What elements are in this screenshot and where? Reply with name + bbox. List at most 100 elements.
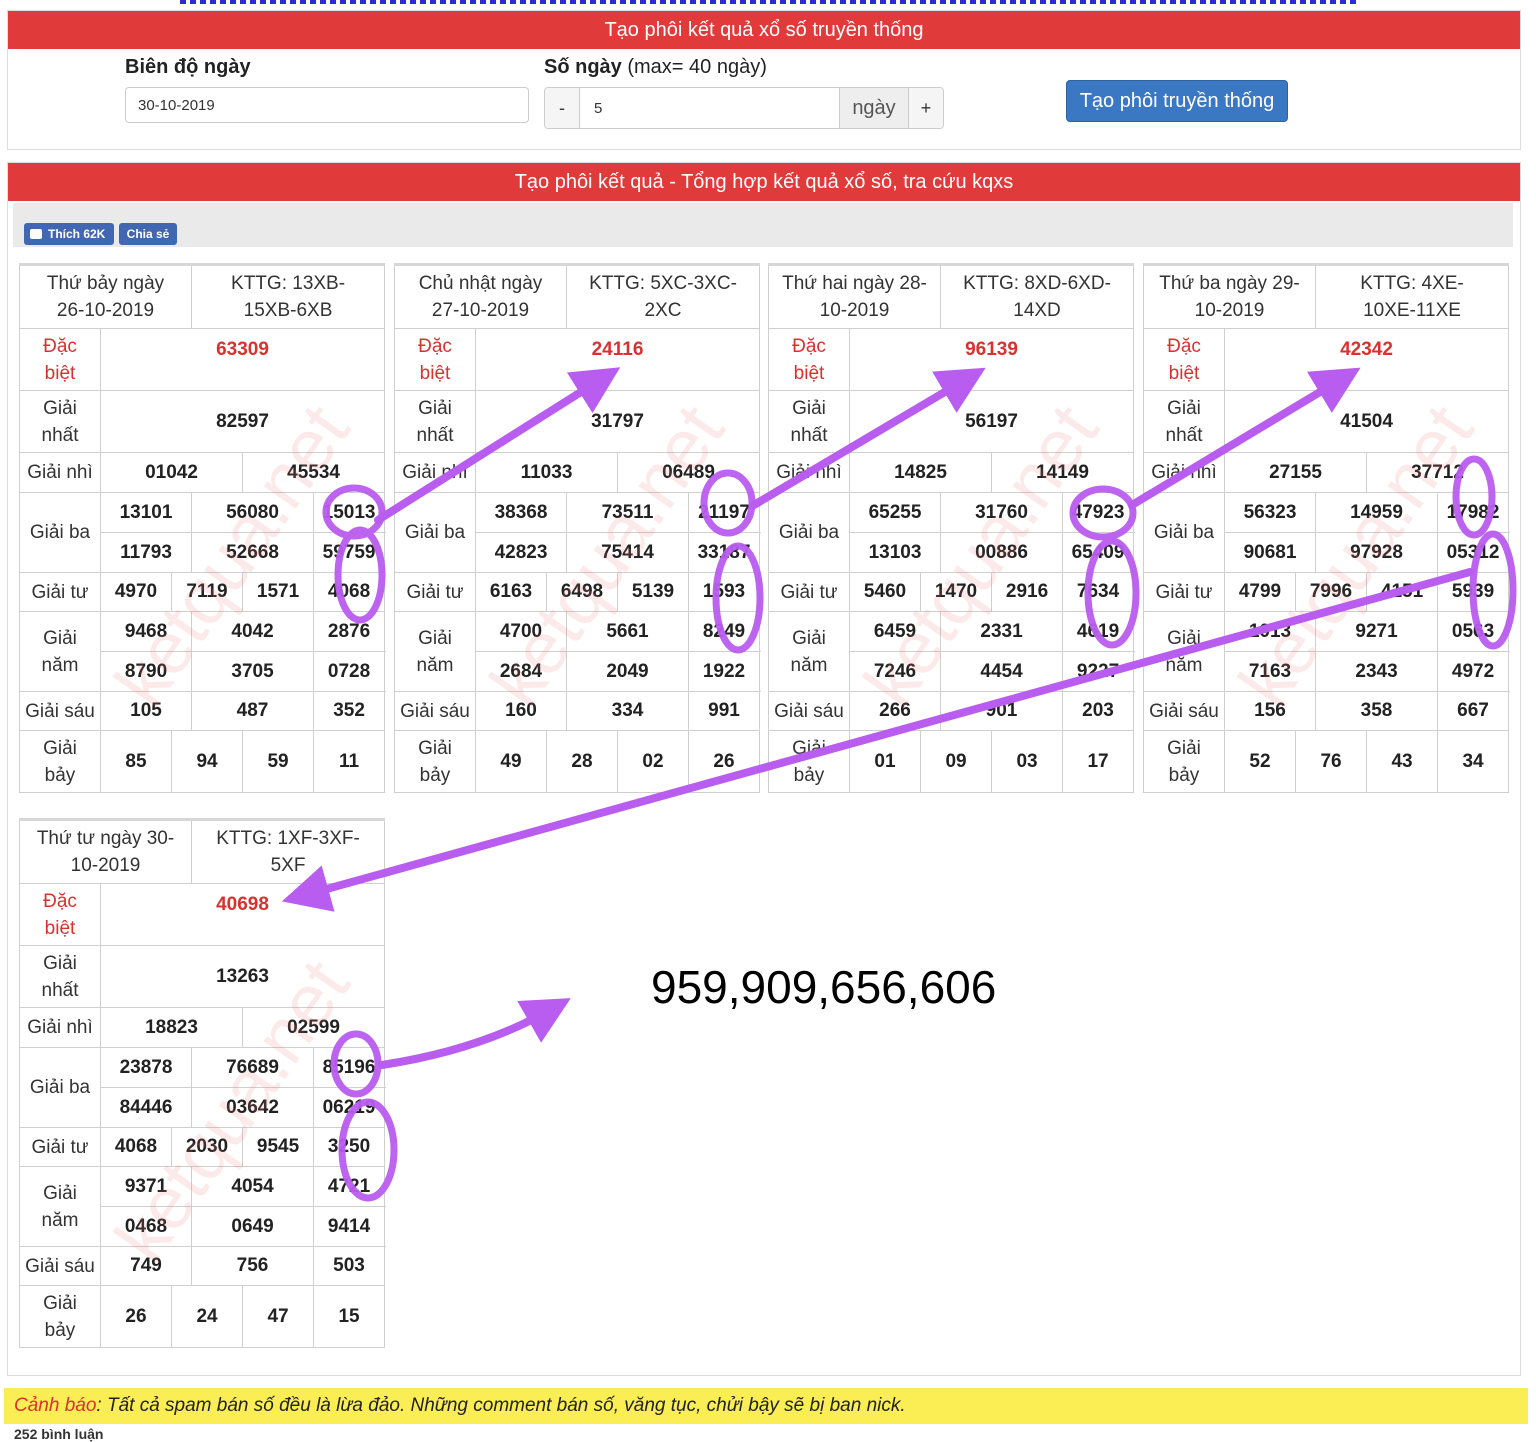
sixth-prize: 756: [191, 1246, 315, 1286]
fourth-prize: 1571: [242, 572, 315, 612]
third-prize: 84446: [99, 1087, 193, 1128]
prize-label: Giải nhất: [19, 945, 101, 1008]
fifth-prize: 6459: [848, 611, 942, 652]
third-prize: 59759: [313, 532, 386, 573]
special-prize: 40698: [99, 883, 386, 946]
third-prize: 52668: [191, 532, 315, 573]
fb-share-button[interactable]: Chia sẻ: [119, 223, 177, 245]
third-prize: 15013: [313, 492, 386, 533]
seventh-prize: 52: [1224, 730, 1296, 793]
second-prize: 01042: [99, 452, 244, 493]
special-prize: 96139: [848, 328, 1135, 391]
fourth-prize: 4151: [1366, 572, 1439, 612]
fourth-prize: 5939: [1437, 572, 1510, 612]
fifth-prize: 4054: [191, 1166, 315, 1207]
days-label: Số ngày (max= 40 ngày): [544, 56, 767, 78]
seventh-prize: 34: [1437, 730, 1510, 793]
sixth-prize: 503: [313, 1246, 386, 1286]
third-prize: 13101: [99, 492, 193, 533]
warning-banner: Cảnh báo: Tất cả spam bán số đều là lừa …: [4, 1388, 1528, 1424]
fifth-prize: 2331: [940, 611, 1064, 652]
prize-label: Giải ba: [19, 492, 101, 573]
third-prize: 42823: [475, 532, 567, 573]
fourth-prize: 4068: [313, 572, 386, 612]
fourth-prize: 5139: [617, 572, 689, 612]
third-prize: 97928: [1315, 532, 1439, 573]
sixth-prize: 667: [1437, 691, 1510, 731]
fifth-prize: 8249: [688, 611, 760, 652]
seventh-prize: 43: [1366, 730, 1439, 793]
third-prize: 38368: [475, 492, 567, 533]
second-prize: 18823: [99, 1007, 244, 1048]
seventh-prize: 01: [849, 730, 921, 793]
third-prize: 03642: [191, 1087, 315, 1128]
result-table: Thứ ba ngày 29- 10-2019 KTTG: 4XE- 10XE-11X…: [1142, 263, 1510, 793]
seventh-prize: 17: [1062, 730, 1135, 793]
prize-label: Giải nhì: [768, 452, 850, 493]
seventh-prize: 02: [617, 730, 689, 793]
third-prize: 14959: [1315, 492, 1439, 533]
fifth-prize: 9227: [1062, 651, 1135, 692]
prize-label: Giải bảy: [1143, 730, 1225, 793]
second-prize: 11033: [475, 452, 618, 493]
third-prize: 76689: [191, 1047, 315, 1088]
fifth-prize: 9371: [99, 1166, 193, 1207]
seventh-prize: 94: [170, 730, 244, 793]
sixth-prize: 160: [475, 691, 567, 731]
fourth-prize: 2916: [991, 572, 1064, 612]
sixth-prize: 901: [940, 691, 1064, 731]
third-prize: 85196: [313, 1047, 386, 1088]
create-traditional-button[interactable]: Tạo phôi truyền thống: [1066, 80, 1288, 122]
fifth-prize: 1922: [688, 651, 760, 692]
fourth-prize: 7119: [170, 572, 244, 612]
comments-count: 252 bình luận: [14, 1426, 104, 1442]
prize-label: Giải năm: [768, 611, 850, 692]
fourth-prize: 4970: [100, 572, 172, 612]
fifth-prize: 9271: [1315, 611, 1439, 652]
third-prize: 56323: [1223, 492, 1317, 533]
fourth-prize: 3250: [313, 1127, 386, 1167]
fifth-prize: 9414: [313, 1206, 386, 1247]
panel-title: Tạo phôi kết quả xổ số truyền thống: [8, 11, 1520, 49]
fifth-prize: 2876: [313, 611, 386, 652]
date-input[interactable]: [125, 87, 529, 123]
kttg-code: KTTG: 4XE- 10XE-11XE: [1315, 263, 1510, 329]
decrement-button[interactable]: -: [545, 88, 579, 128]
fifth-prize: 0649: [191, 1206, 315, 1247]
fifth-prize: 2049: [566, 651, 689, 692]
top-dashed-border: [180, 0, 1360, 4]
fourth-prize: 7996: [1294, 572, 1368, 612]
second-prize: 06489: [617, 452, 760, 493]
sixth-prize: 352: [313, 691, 386, 731]
fourth-prize: 7634: [1062, 572, 1135, 612]
fourth-prize: 6498: [546, 572, 618, 612]
fifth-prize: 4042: [191, 611, 315, 652]
results-panel: Tạo phôi kết quả - Tổng hợp kết quả xổ s…: [7, 162, 1521, 1376]
first-prize: 56197: [848, 390, 1135, 453]
fifth-prize: 4721: [313, 1166, 386, 1207]
days-input[interactable]: [579, 88, 839, 128]
fb-like-button[interactable]: Thích 62K: [24, 223, 114, 245]
prize-label: Giải năm: [19, 611, 101, 692]
third-prize: 65255: [848, 492, 942, 533]
increment-button[interactable]: +: [909, 88, 943, 128]
warning-text: : Tất cả spam bán số đều là lừa đảo. Nhữ…: [96, 1395, 906, 1416]
third-prize: 23878: [99, 1047, 193, 1088]
prize-label: Giải bảy: [19, 730, 101, 793]
prize-label: Giải tư: [19, 572, 101, 612]
prize-label: Giải năm: [394, 611, 476, 692]
days-stepper: - ngày +: [544, 87, 944, 129]
fifth-prize: 4619: [1062, 611, 1135, 652]
fifth-prize: 7163: [1223, 651, 1317, 692]
fifth-prize: 1013: [1223, 611, 1317, 652]
prize-label: Giải nhì: [19, 452, 101, 493]
fifth-prize: 8790: [99, 651, 193, 692]
result-table: Thứ tư ngày 30- 10-2019 KTTG: 1XF-3XF- 5XF Đ…: [18, 818, 386, 1348]
third-prize: 11793: [99, 532, 193, 573]
fifth-prize: 2684: [475, 651, 567, 692]
day-header: Thứ ba ngày 29- 10-2019: [1142, 263, 1317, 329]
second-prize: 02599: [242, 1007, 386, 1048]
prize-label: Giải nhất: [394, 390, 476, 453]
prize-label: Giải bảy: [768, 730, 850, 793]
date-range-label: Biên độ ngày: [125, 56, 251, 78]
